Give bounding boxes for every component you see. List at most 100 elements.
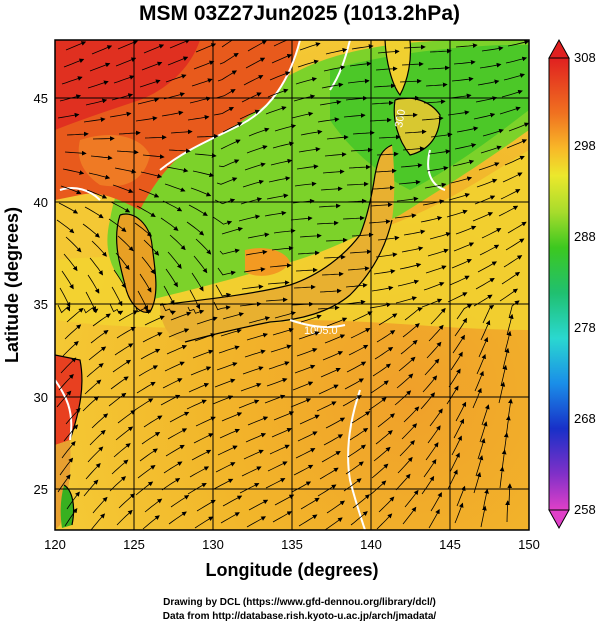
streamline-arrow bbox=[477, 79, 500, 86]
streamline-arrow bbox=[217, 70, 237, 82]
streamline-arrow bbox=[274, 124, 297, 132]
streamline-arrow bbox=[212, 216, 233, 226]
streamline-arrow bbox=[472, 387, 482, 409]
streamline-arrow bbox=[90, 155, 113, 161]
streamline-arrow bbox=[394, 390, 412, 406]
streamline-arrow bbox=[165, 268, 178, 288]
streamline-arrow bbox=[395, 112, 418, 118]
streamline-arrow bbox=[238, 399, 260, 409]
streamline-arrow bbox=[113, 75, 135, 84]
streamline-arrow bbox=[456, 485, 466, 507]
streamline-arrow bbox=[505, 500, 511, 523]
streamline-arrow bbox=[248, 499, 269, 511]
streamline-arrow bbox=[425, 442, 439, 461]
x-tick-label: 135 bbox=[281, 537, 303, 552]
streamline-arrow bbox=[344, 198, 367, 204]
x-tick-label: 150 bbox=[518, 537, 540, 552]
streamline-arrow bbox=[474, 195, 496, 205]
streamline-arrow bbox=[85, 463, 101, 480]
x-axis: 120 125 130 135 140 145 150 Longitude (d… bbox=[44, 537, 540, 580]
streamline-arrow bbox=[499, 106, 521, 115]
streamline-arrow bbox=[500, 189, 521, 200]
streamline-arrow bbox=[247, 416, 269, 426]
streamline-arrow bbox=[63, 58, 85, 68]
streamline-arrow bbox=[271, 245, 294, 251]
streamline-arrow bbox=[248, 316, 271, 324]
grid-lines bbox=[55, 40, 529, 530]
streamline-arrow bbox=[398, 179, 421, 185]
streamline-arrow bbox=[59, 457, 74, 476]
streamline-arrow bbox=[450, 351, 463, 371]
streamline-arrow bbox=[398, 356, 416, 372]
streamline-arrow bbox=[421, 116, 444, 121]
streamline-arrow bbox=[294, 181, 317, 187]
streamline-arrow bbox=[394, 213, 417, 219]
streamline-arrow bbox=[161, 302, 176, 315]
streamline-arrow bbox=[422, 375, 438, 393]
streamline-arrow bbox=[481, 228, 502, 239]
streamline-arrow bbox=[452, 334, 465, 354]
streamline-arrow bbox=[451, 259, 472, 269]
streamline-arrow bbox=[348, 164, 371, 170]
streamline-arrow bbox=[192, 170, 215, 178]
streamline-arrow bbox=[377, 49, 400, 54]
streamline-arrow bbox=[347, 78, 370, 84]
streamline-arrow bbox=[345, 461, 364, 475]
streamline-arrow bbox=[142, 332, 163, 343]
streamline-arrow bbox=[108, 218, 127, 233]
streamline-arrow bbox=[345, 282, 368, 288]
streamline-arrow bbox=[446, 385, 459, 405]
streamline-arrow bbox=[190, 187, 212, 197]
streamline-arrow bbox=[110, 201, 131, 213]
streamline-arrow bbox=[60, 357, 77, 374]
streamline-arrow bbox=[454, 143, 477, 150]
streamline-arrow bbox=[480, 145, 502, 154]
streamline-arrow bbox=[117, 410, 136, 424]
y-tick-label: 35 bbox=[34, 297, 48, 312]
streamline-arrow bbox=[111, 286, 123, 307]
streamline-arrow bbox=[299, 233, 322, 239]
streamline-arrow bbox=[187, 483, 207, 495]
streamline-arrow bbox=[266, 377, 288, 387]
streamline-arrow bbox=[91, 240, 107, 257]
streamline-arrow bbox=[297, 431, 318, 442]
streamline-arrow bbox=[323, 65, 346, 72]
streamline-arrow bbox=[351, 411, 371, 424]
streamline-arrow bbox=[193, 433, 214, 444]
streamline-arrow bbox=[87, 446, 104, 463]
streamline-arrow bbox=[352, 130, 375, 136]
streamline-arrow bbox=[189, 289, 201, 310]
streamline-arrow bbox=[350, 328, 371, 339]
streamline-arrow bbox=[507, 40, 529, 47]
streamline-arrow bbox=[115, 426, 134, 441]
streamline-arrow bbox=[118, 130, 141, 136]
streamline-arrow bbox=[219, 52, 239, 65]
streamline-arrow bbox=[137, 290, 148, 311]
streamline-arrow bbox=[376, 513, 393, 530]
streamline-arrow bbox=[400, 163, 423, 168]
streamline-arrow bbox=[478, 336, 489, 358]
streamline-arrow bbox=[451, 435, 462, 456]
streamline-arrow bbox=[115, 57, 137, 67]
streamline-arrow bbox=[425, 265, 447, 274]
streamline-arrow bbox=[425, 82, 448, 88]
streamline-arrow bbox=[65, 407, 81, 425]
streamline-arrow bbox=[170, 311, 192, 321]
streamline-arrow bbox=[479, 244, 500, 256]
streamline-arrow bbox=[64, 508, 78, 527]
streamline-arrow bbox=[271, 428, 292, 438]
streamline-arrow bbox=[194, 516, 214, 529]
streamline-arrow bbox=[420, 216, 443, 223]
streamline-arrow bbox=[114, 167, 137, 174]
streamline-arrow bbox=[430, 132, 453, 138]
streamline-arrow bbox=[221, 412, 243, 422]
streamline-arrow bbox=[397, 279, 420, 287]
streamline-arrow bbox=[299, 414, 320, 425]
streamline-arrow bbox=[90, 330, 109, 344]
streamline-arrow bbox=[113, 269, 126, 289]
streamline-arrow bbox=[169, 411, 190, 423]
streamline-arrow bbox=[316, 220, 339, 226]
streamline-arrow bbox=[290, 398, 312, 408]
streamline-arrow bbox=[397, 456, 413, 474]
streamline-arrow bbox=[376, 330, 396, 343]
